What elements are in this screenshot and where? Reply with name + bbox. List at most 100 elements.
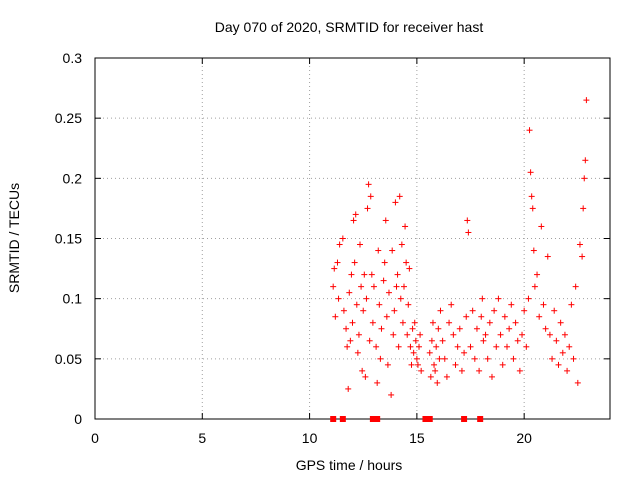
data-point bbox=[491, 307, 498, 314]
data-point bbox=[514, 337, 521, 344]
data-point bbox=[352, 211, 359, 218]
data-point bbox=[436, 355, 443, 362]
zero-flag-marker bbox=[461, 416, 468, 422]
data-point bbox=[458, 367, 465, 374]
zero-flag-marker bbox=[369, 416, 376, 422]
data-point bbox=[355, 331, 362, 338]
data-point bbox=[538, 223, 545, 230]
data-point bbox=[359, 367, 366, 374]
data-point bbox=[467, 343, 474, 350]
data-point bbox=[376, 301, 383, 308]
data-point bbox=[395, 343, 402, 350]
data-point bbox=[382, 217, 389, 224]
data-point bbox=[448, 301, 455, 308]
data-point bbox=[330, 283, 337, 290]
data-point bbox=[391, 307, 398, 314]
data-point bbox=[486, 319, 493, 326]
data-point bbox=[478, 313, 485, 320]
data-point bbox=[365, 181, 372, 188]
data-point bbox=[495, 295, 502, 302]
data-point bbox=[542, 325, 549, 332]
plot-frame bbox=[94, 57, 611, 420]
axis-ticks bbox=[94, 57, 610, 420]
data-point bbox=[392, 199, 399, 206]
x-tick-label: 20 bbox=[516, 430, 532, 446]
data-point bbox=[450, 331, 457, 338]
data-point bbox=[417, 331, 424, 338]
data-point bbox=[399, 319, 406, 326]
grid-lines bbox=[95, 58, 610, 419]
data-point bbox=[407, 343, 414, 350]
data-point bbox=[403, 259, 410, 266]
data-point bbox=[381, 259, 388, 266]
data-point bbox=[544, 253, 551, 260]
data-point bbox=[463, 313, 470, 320]
data-point bbox=[374, 379, 381, 386]
data-point bbox=[411, 319, 418, 326]
data-point bbox=[366, 337, 373, 344]
chart-title: Day 070 of 2020, SRMTID for receiver has… bbox=[215, 19, 484, 35]
data-point bbox=[396, 193, 403, 200]
data-point bbox=[549, 355, 556, 362]
data-point bbox=[408, 361, 415, 368]
data-point bbox=[454, 343, 461, 350]
data-point bbox=[435, 325, 442, 332]
data-point bbox=[340, 307, 347, 314]
data-point bbox=[363, 295, 370, 302]
data-point bbox=[373, 343, 380, 350]
data-point bbox=[527, 169, 534, 176]
data-point bbox=[479, 295, 486, 302]
data-point bbox=[465, 229, 472, 236]
data-point bbox=[418, 367, 425, 374]
data-point bbox=[370, 283, 377, 290]
data-point bbox=[564, 367, 571, 374]
data-point bbox=[484, 355, 491, 362]
data-point bbox=[332, 313, 339, 320]
data-point bbox=[335, 295, 342, 302]
data-point bbox=[343, 325, 350, 332]
data-point bbox=[384, 361, 391, 368]
data-point bbox=[581, 175, 588, 182]
data-point bbox=[506, 325, 513, 332]
data-point bbox=[516, 367, 523, 374]
data-point bbox=[427, 373, 434, 380]
data-point bbox=[561, 331, 568, 338]
data-point bbox=[576, 241, 583, 248]
data-point bbox=[519, 331, 526, 338]
data-point bbox=[364, 205, 371, 212]
data-point bbox=[334, 259, 341, 266]
data-point bbox=[456, 325, 463, 332]
y-axis-label: SRMTID / TECUs bbox=[6, 183, 22, 293]
data-point bbox=[360, 307, 367, 314]
data-point bbox=[497, 331, 504, 338]
data-point bbox=[390, 331, 397, 338]
data-point bbox=[530, 247, 537, 254]
y-tick-label: 0.3 bbox=[63, 50, 83, 66]
y-tick-label: 0 bbox=[74, 411, 82, 427]
data-point bbox=[446, 319, 453, 326]
data-point bbox=[521, 307, 528, 314]
data-point bbox=[380, 277, 387, 284]
data-point bbox=[534, 271, 541, 278]
data-point bbox=[405, 301, 412, 308]
y-tick-label: 0.25 bbox=[55, 110, 82, 126]
data-point bbox=[525, 295, 532, 302]
data-point bbox=[574, 379, 581, 386]
data-point bbox=[383, 313, 390, 320]
data-point bbox=[531, 283, 538, 290]
data-point bbox=[353, 301, 360, 308]
data-point bbox=[414, 361, 421, 368]
data-point bbox=[501, 313, 508, 320]
zero-flag-marker bbox=[426, 416, 433, 422]
data-point bbox=[461, 349, 468, 356]
y-tick-label: 0.15 bbox=[55, 231, 82, 247]
data-point bbox=[579, 253, 586, 260]
data-point bbox=[398, 241, 405, 248]
data-point bbox=[367, 193, 374, 200]
data-point bbox=[471, 355, 478, 362]
x-tick-label: 15 bbox=[409, 430, 425, 446]
data-point bbox=[536, 313, 543, 320]
zero-flag-marker bbox=[422, 416, 429, 422]
data-point bbox=[572, 283, 579, 290]
